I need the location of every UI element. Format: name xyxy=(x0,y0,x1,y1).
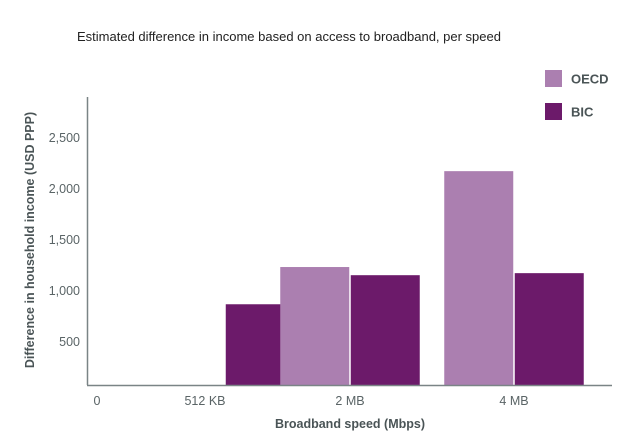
x-tick-label: 2 MB xyxy=(335,394,364,408)
bars-group xyxy=(225,171,584,385)
legend-swatch-bic xyxy=(545,103,562,120)
chart-title: Estimated difference in income based on … xyxy=(77,29,501,44)
x-tick-labels: 512 KB 2 MB 4 MB xyxy=(184,394,528,408)
bar-oecd-2mb xyxy=(280,267,350,385)
x-zero-label: 0 xyxy=(94,394,101,408)
bar-oecd-4mb xyxy=(444,171,514,385)
y-tick-label: 2,000 xyxy=(49,182,80,196)
y-tick-labels: 500 1,000 1,500 2,000 2,500 xyxy=(49,131,80,349)
y-tick-label: 2,500 xyxy=(49,131,80,145)
y-tick-label: 1,000 xyxy=(49,284,80,298)
legend-swatch-oecd xyxy=(545,70,562,87)
x-tick-label: 4 MB xyxy=(499,394,528,408)
bar-bic-2mb xyxy=(350,275,420,385)
x-axis-label: Broadband speed (Mbps) xyxy=(275,417,425,431)
legend-label-oecd: OECD xyxy=(571,72,609,87)
legend: OECD BIC xyxy=(545,70,609,120)
y-tick-label: 1,500 xyxy=(49,233,80,247)
legend-label-bic: BIC xyxy=(571,105,594,120)
x-tick-label: 512 KB xyxy=(184,394,225,408)
y-tick-label: 500 xyxy=(59,335,80,349)
y-axis-label: Difference in household income (USD PPP) xyxy=(23,112,37,368)
bar-bic-4mb xyxy=(514,273,584,385)
